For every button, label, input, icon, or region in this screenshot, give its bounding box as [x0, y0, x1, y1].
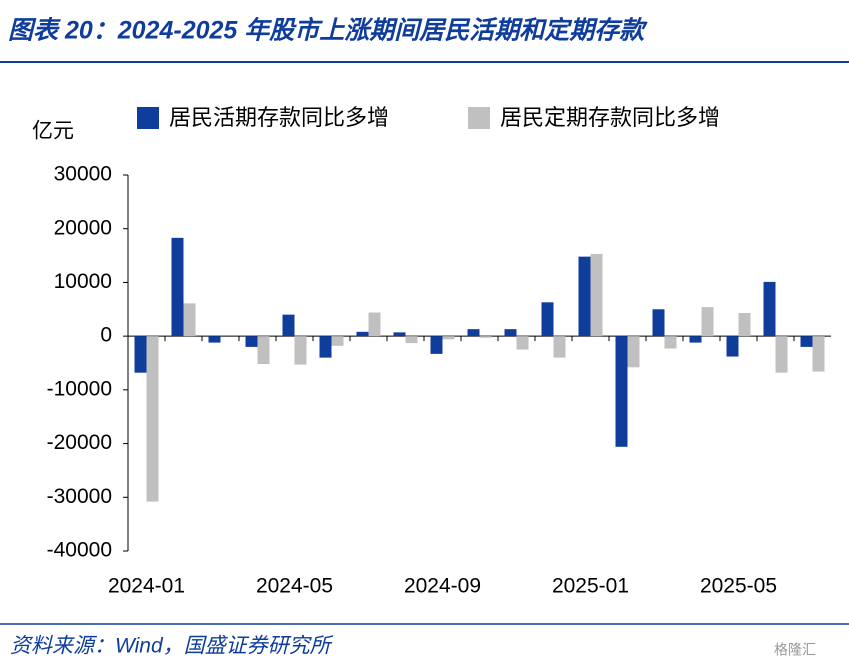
bar — [356, 331, 369, 337]
y-axis-label: 亿元 — [32, 120, 74, 143]
y-tick-label: -20000 — [47, 431, 112, 454]
watermark: 格隆汇 — [774, 642, 816, 658]
legend-label: 居民定期存款同比多增 — [500, 105, 720, 130]
bar — [319, 336, 332, 358]
y-tick-label: 30000 — [54, 163, 112, 186]
bar — [368, 312, 381, 337]
bar — [812, 336, 825, 372]
y-tick-label: -30000 — [47, 485, 112, 508]
x-tick-label: 2024-05 — [256, 575, 333, 598]
bar — [282, 314, 295, 337]
x-tick-label: 2025-01 — [552, 575, 629, 598]
legend-swatch — [137, 107, 159, 129]
x-tick-label: 2025-05 — [700, 575, 777, 598]
bar — [146, 336, 159, 502]
bar — [430, 336, 443, 354]
bar — [504, 329, 517, 337]
bar — [775, 336, 788, 373]
bar — [541, 302, 554, 337]
bar — [183, 303, 196, 337]
chart-title: 图表 20：2024-2025 年股市上涨期间居民活期和定期存款 — [8, 17, 648, 45]
source: 资料来源：Wind，国盛证券研究所 — [10, 635, 334, 658]
bar — [331, 336, 344, 346]
bar — [664, 336, 677, 349]
bar — [393, 332, 406, 337]
x-tick-label: 2024-01 — [108, 575, 185, 598]
bar — [294, 336, 307, 365]
legend-swatch — [468, 107, 490, 129]
bar — [800, 336, 813, 347]
bar — [701, 307, 714, 337]
bar — [467, 329, 480, 337]
y-tick-label: 20000 — [54, 216, 112, 239]
bar — [516, 336, 529, 350]
legend-label: 居民活期存款同比多增 — [169, 105, 389, 130]
bar — [689, 336, 702, 343]
bar — [257, 336, 270, 365]
y-tick-label: -40000 — [47, 539, 112, 562]
bar — [134, 336, 147, 373]
bar — [208, 336, 221, 343]
bar — [479, 336, 492, 338]
bar — [615, 336, 628, 447]
bar — [590, 253, 603, 337]
y-tick-label: -10000 — [47, 377, 112, 400]
bar — [652, 309, 665, 337]
bar — [245, 336, 258, 347]
bar — [171, 237, 184, 337]
bar — [405, 336, 418, 344]
x-tick-label: 2024-09 — [404, 575, 481, 598]
bar — [738, 313, 751, 337]
bar — [578, 256, 591, 337]
bar — [763, 281, 776, 337]
bar — [553, 336, 566, 358]
bar — [442, 336, 455, 340]
y-tick-label: 10000 — [54, 270, 112, 293]
bar — [627, 336, 640, 368]
bar — [726, 336, 739, 357]
y-tick-label: 0 — [100, 324, 112, 347]
